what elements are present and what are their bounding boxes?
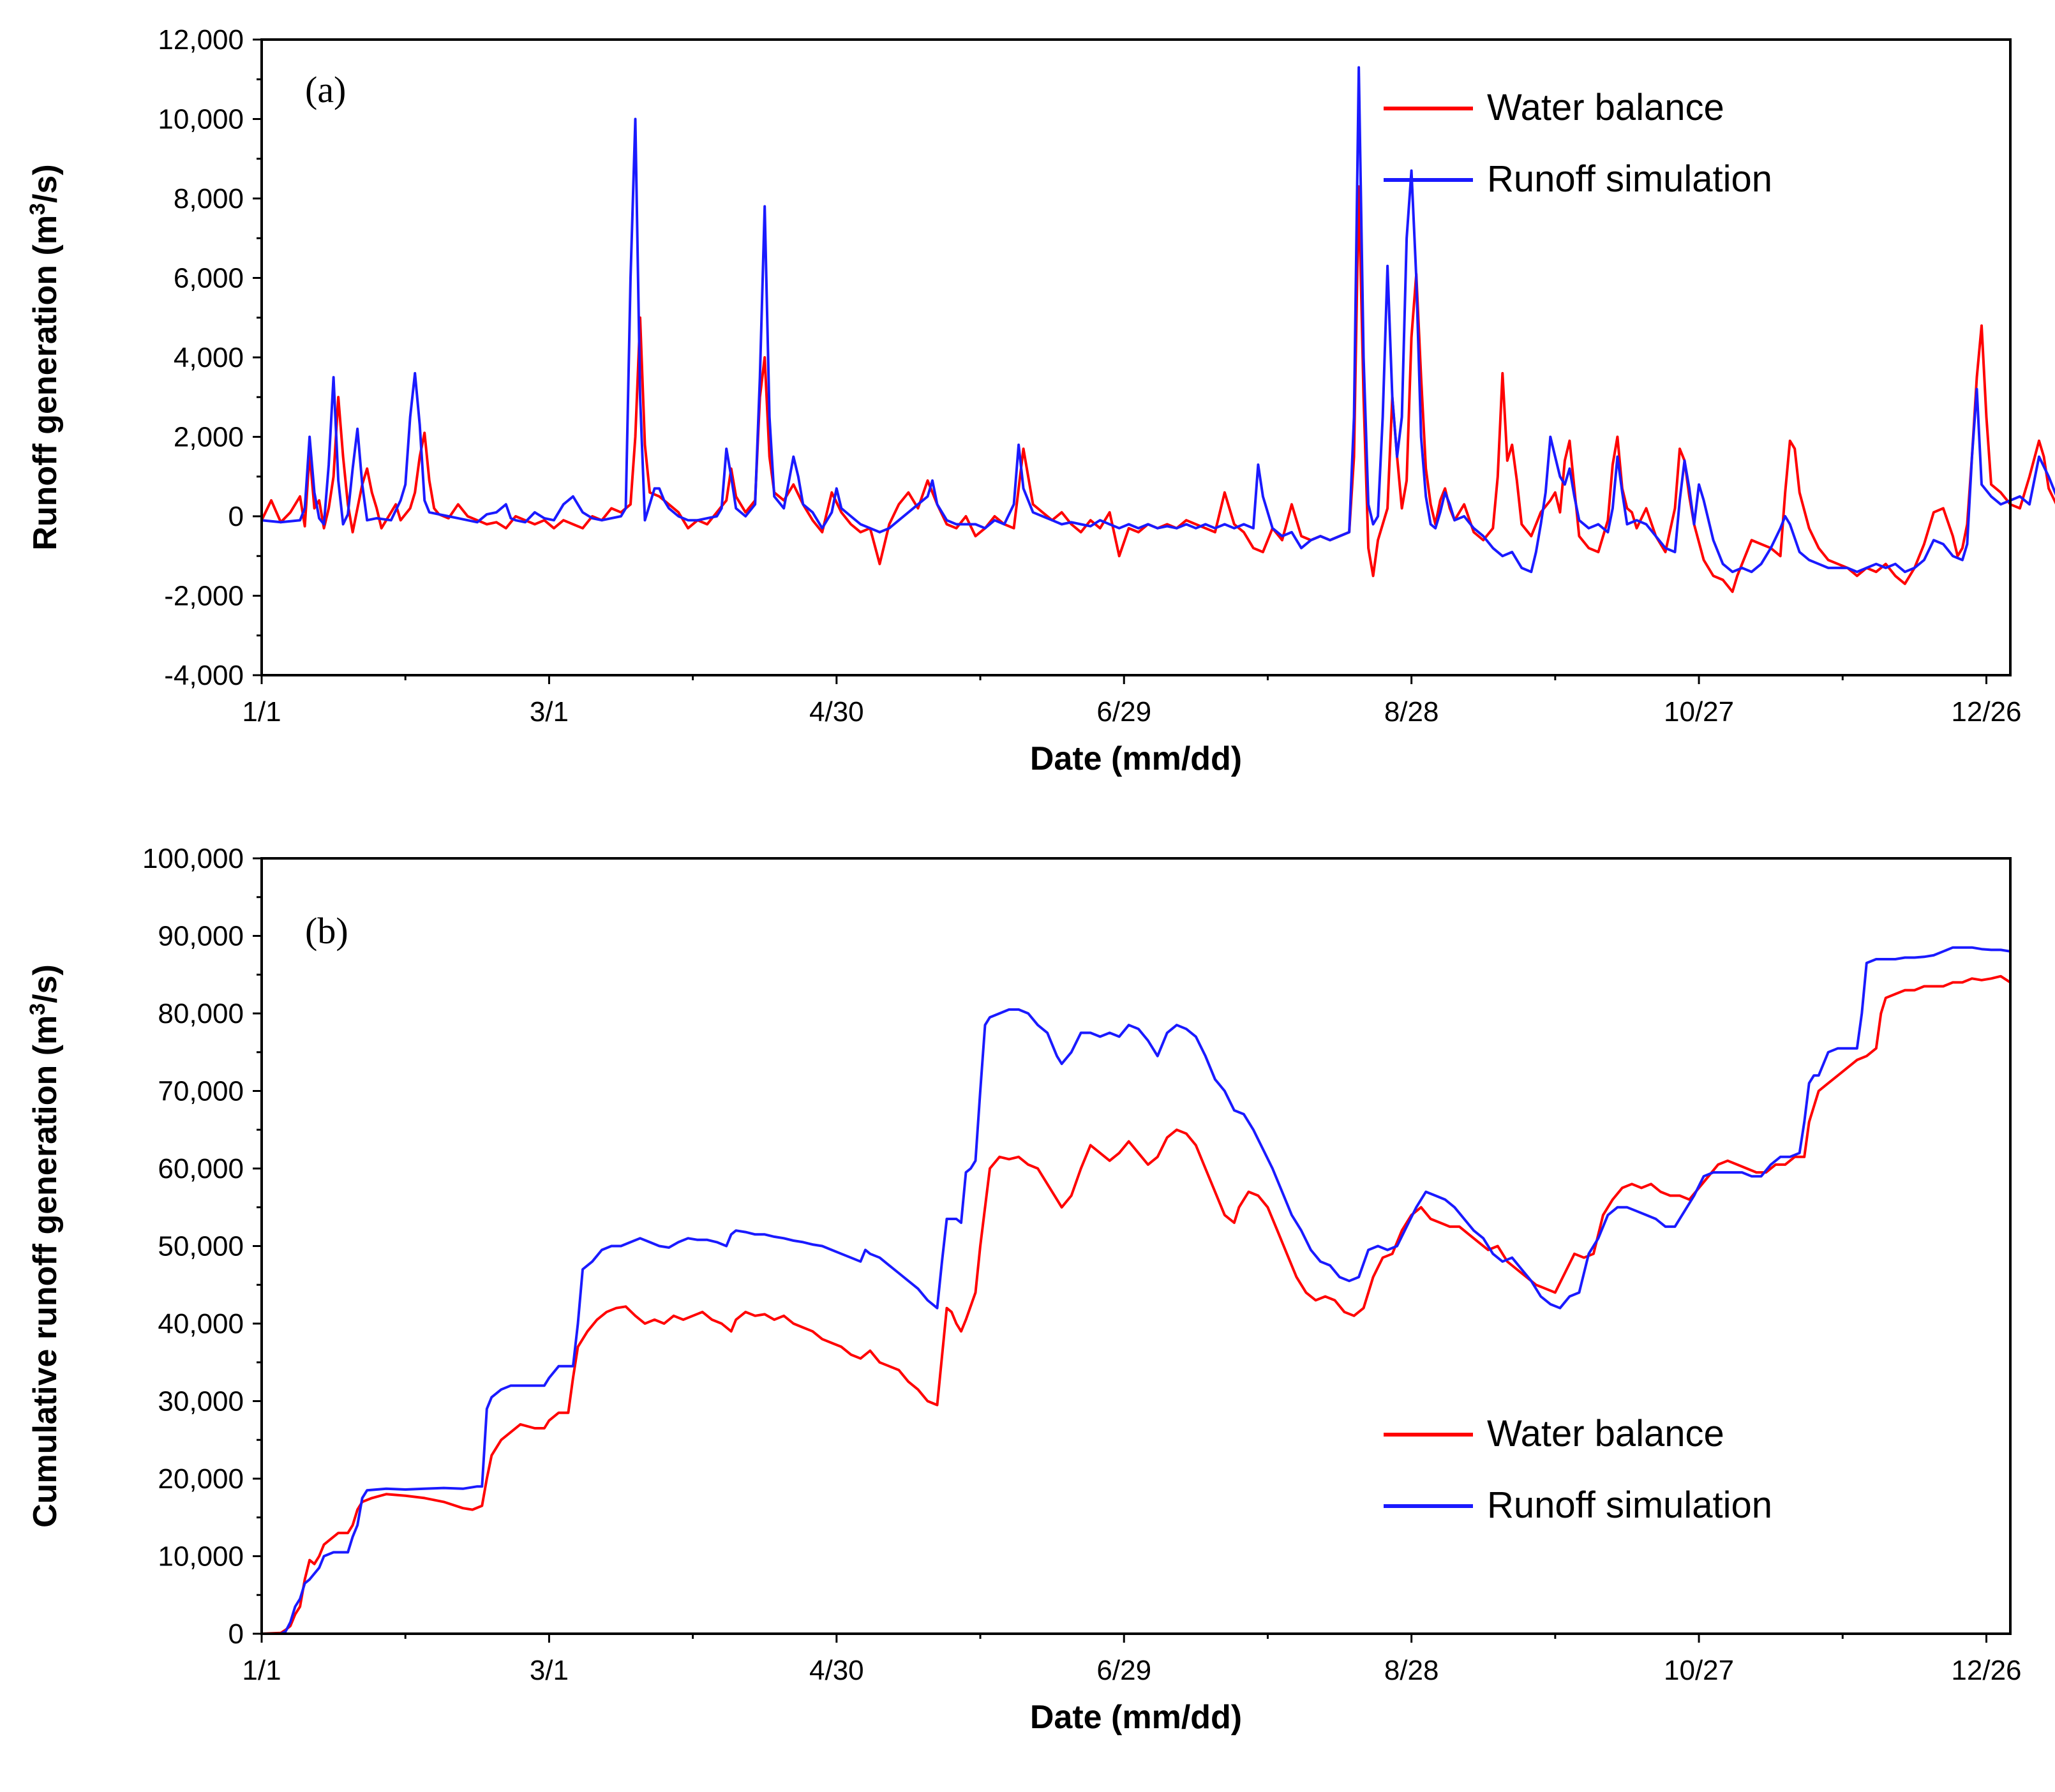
panel-a: -4,000 -2,000 0 2,000 4,000 6,000 8,000 10,000 1… [26,24,2055,777]
series-layer-b [260,946,2012,1635]
y-tick-label: 8,000 [174,183,244,214]
y-tick-label: 6,000 [174,263,244,294]
y-axis-title-a: Runoff generation (m3/s) [26,164,64,550]
series-line-water-balance [260,185,2055,594]
legend-label-water-balance: Water balance [1487,1413,1724,1454]
legend-label-water-balance: Water balance [1487,87,1724,128]
plot-frame-a [260,38,2012,676]
y-tick-label: 70,000 [158,1076,244,1107]
y-tick-label: 80,000 [158,998,244,1029]
y-tick-label: 12,000 [158,24,244,56]
axes-b: 0 10,000 20,000 30,000 40,000 50,000 60,000 70,… [142,843,2022,1686]
y-tick-label: -2,000 [164,581,244,612]
x-axis-title-b: Date (mm/dd) [1030,1699,1242,1736]
panel-b: 0 10,000 20,000 30,000 40,000 50,000 60,000 70,… [26,843,2022,1736]
y-tick-label: -4,000 [164,660,244,691]
x-tick-label: 8/28 [1384,696,1439,728]
y-tick-label: 4,000 [174,342,244,373]
y-tick-label: 30,000 [158,1386,244,1417]
y-tick-label: 10,000 [158,104,244,135]
y-tick-label: 60,000 [158,1153,244,1184]
x-tick-label: 3/1 [530,1655,569,1686]
panel-label-b: (b) [305,910,348,952]
y-axis-title-b: Cumulative runoff generation (m3/s) [26,964,64,1528]
legend-label-runoff-simulation: Runoff simulation [1487,158,1772,200]
y-tick-label: 0 [228,1618,244,1650]
y-tick-label: 90,000 [158,921,244,952]
y-tick-label: 20,000 [158,1463,244,1495]
y-tick-label: 50,000 [158,1231,244,1262]
x-tick-label: 4/30 [809,1655,864,1686]
legend-label-runoff-simulation: Runoff simulation [1487,1484,1772,1526]
x-tick-label: 1/1 [242,696,281,728]
x-axis-title-a: Date (mm/dd) [1030,740,1242,777]
x-tick-label: 8/28 [1384,1655,1439,1686]
x-tick-label: 1/1 [242,1655,281,1686]
x-tick-label: 10/27 [1664,1655,1734,1686]
y-tick-label: 40,000 [158,1308,244,1340]
legend-a: Water balance Runoff simulation [1384,87,1772,200]
series-line-runoff-simulation [260,66,2055,574]
x-tick-label: 10/27 [1664,696,1734,728]
series-line-water-balance [260,974,2012,1635]
x-tick-label: 12/26 [1951,1655,2021,1686]
x-tick-label: 6/29 [1096,696,1151,728]
series-layer-a [260,66,2055,594]
y-tick-label: 2,000 [174,422,244,453]
legend-b: Water balance Runoff simulation [1384,1413,1772,1526]
panel-label-a: (a) [305,69,346,110]
x-tick-label: 6/29 [1096,1655,1151,1686]
axes-a: -4,000 -2,000 0 2,000 4,000 6,000 8,000 10,000 1… [158,24,2021,728]
x-tick-label: 12/26 [1951,696,2021,728]
x-tick-label: 4/30 [809,696,864,728]
y-tick-label: 0 [228,501,244,532]
series-line-runoff-simulation [260,946,2012,1635]
y-tick-label: 100,000 [142,843,244,874]
y-tick-label: 10,000 [158,1541,244,1572]
x-tick-label: 3/1 [530,696,569,728]
